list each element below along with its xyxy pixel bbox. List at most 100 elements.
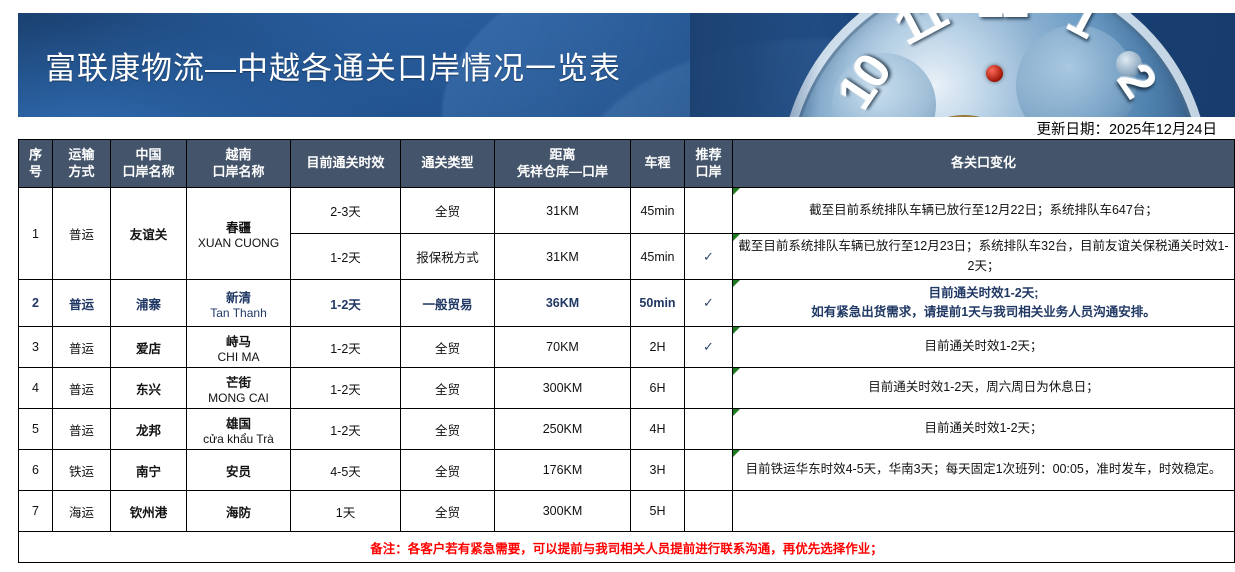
cell-lead-time: 1-2天 xyxy=(290,326,401,368)
notes-line: 目前通关时效1-2天； xyxy=(924,421,1043,436)
check-icon: ✓ xyxy=(703,248,714,264)
column-header-changes: 各关口变化 xyxy=(732,139,1235,188)
cell-drive-time: 6H xyxy=(630,367,685,409)
cell-seq: 5 xyxy=(18,408,53,450)
column-header-drive-time: 车程 xyxy=(630,139,685,188)
table-row: 6 铁运 南宁 安员 4-5天 全贸 176KM 3H 目前铁运华东时效4-5天，华南3天；每天… xyxy=(18,449,1235,491)
cell-cn-port: 南宁 xyxy=(110,449,187,491)
cell-transport: 海运 xyxy=(52,490,111,532)
cell-transport: 普运 xyxy=(52,408,111,450)
cell-vn-port: 雄国 cửa khẩu Trà xyxy=(186,408,291,450)
column-header-vn-port: 越南 口岸名称 xyxy=(186,139,291,188)
cell-recommend xyxy=(684,367,733,409)
cell-cn-port: 钦州港 xyxy=(110,490,187,532)
cell-distance: 300KM xyxy=(494,367,631,409)
column-header-transport-line1: 运输 xyxy=(68,147,95,163)
cell-vn-port: 安员 xyxy=(186,449,291,491)
notes-line: 目前通关时效1-2天，周六周日为休息日； xyxy=(868,380,1099,395)
cell-recommend: ✓ xyxy=(684,233,733,280)
cell-vn-port: 峙马 CHI MA xyxy=(186,326,291,368)
cell-vn-port-latin: cửa khẩu Trà xyxy=(203,431,274,446)
cell-drive-time: 2H xyxy=(630,326,685,368)
cell-clearance-type: 全贸 xyxy=(400,326,495,368)
cell-lead-time: 4-5天 xyxy=(290,449,401,491)
cell-seq: 3 xyxy=(18,326,53,368)
notes-line: 如有紧急出货需求，请提前1天与我司相关业务人员沟通安排。 xyxy=(811,305,1156,319)
cell-transport: 普运 xyxy=(52,279,111,327)
port-clearance-table: 序 号 运输 方式 中国 口岸名称 越南 口岸名称 目前通关时效 通关类型 距离… xyxy=(18,139,1235,563)
column-header-cn-port-line1: 中国 xyxy=(135,147,162,163)
column-header-distance-line1: 距离 xyxy=(549,147,576,163)
cell-recommend xyxy=(684,187,733,234)
page-title: 富联康物流—中越各通关口岸情况一览表 xyxy=(45,51,621,86)
cell-lead-time: 1-2天 xyxy=(290,233,401,280)
cell-vn-port-latin: CHI MA xyxy=(217,349,260,364)
header-banner: 12 11 10 9 1 2 富联康物流—中越各通关口岸情况一览表 xyxy=(18,13,1235,117)
column-header-clearance-type: 通关类型 xyxy=(400,139,495,188)
cell-cn-port: 爱店 xyxy=(110,326,187,368)
cell-vn-port-cn: 新清 xyxy=(225,290,251,305)
cell-drive-time: 50min xyxy=(630,279,685,327)
watch-mechanism-photo: 12 11 10 9 1 2 xyxy=(690,13,1235,117)
column-header-seq-line2: 号 xyxy=(28,163,42,179)
cell-recommend: ✓ xyxy=(684,326,733,368)
cell-vn-port: 新清 Tan Thanh xyxy=(186,279,291,327)
notes-line: 目前通关时效1-2天； xyxy=(924,339,1043,354)
cell-recommend xyxy=(684,408,733,450)
column-header-vn-port-line1: 越南 xyxy=(225,147,252,163)
cell-changes-notes: 目前铁运华东时效4-5天，华南3天；每天固定1次班列：00:05，准时发车，时效… xyxy=(732,449,1235,491)
cell-distance: 36KM xyxy=(494,279,631,327)
column-header-transport: 运输 方式 xyxy=(52,139,111,188)
cell-vn-port: 海防 xyxy=(186,490,291,532)
cell-transport: 普运 xyxy=(52,326,111,368)
column-header-distance-line2: 凭祥仓库—口岸 xyxy=(516,163,608,179)
cell-seq: 2 xyxy=(18,279,53,327)
cell-distance: 31KM xyxy=(494,233,631,280)
notes-line: 目前铁运华东时效4-5天，华南3天；每天固定1次班列：00:05，准时发车，时效… xyxy=(745,462,1222,477)
cell-lead-time: 1-2天 xyxy=(290,367,401,409)
table-row: 7 海运 钦州港 海防 1天 全贸 300KM 5H xyxy=(18,490,1235,532)
cell-seq: 7 xyxy=(18,490,53,532)
column-header-seq-line1: 序 xyxy=(28,147,42,163)
cell-recommend xyxy=(684,490,733,532)
cell-drive-time: 4H xyxy=(630,408,685,450)
column-header-lead-time: 目前通关时效 xyxy=(290,139,401,188)
cell-lead-time: 2-3天 xyxy=(290,187,401,234)
cell-cn-port: 东兴 xyxy=(110,367,187,409)
column-header-seq: 序 号 xyxy=(18,139,53,188)
cell-distance: 300KM xyxy=(494,490,631,532)
clock-photo-fade xyxy=(690,13,820,117)
cell-clearance-type: 全贸 xyxy=(400,367,495,409)
cell-vn-port-cn: 安员 xyxy=(225,464,251,479)
cell-seq: 6 xyxy=(18,449,53,491)
table-body: 1 普运 友谊关 春疆 XUAN CUONG 2-3天 全贸 31KM 45min 截至目前系统排… xyxy=(18,187,1235,563)
cell-distance: 250KM xyxy=(494,408,631,450)
cell-drive-time: 45min xyxy=(630,187,685,234)
cell-changes-notes: 目前通关时效1-2天； xyxy=(732,408,1235,450)
table-header-row: 序 号 运输 方式 中国 口岸名称 越南 口岸名称 目前通关时效 通关类型 距离… xyxy=(18,139,1235,188)
check-icon: ✓ xyxy=(703,295,714,310)
cell-transport: 普运 xyxy=(52,367,111,409)
cell-distance: 176KM xyxy=(494,449,631,491)
cell-changes-notes: 截至目前系统排队车辆已放行至12月22日；系统排队车647台； xyxy=(732,187,1235,234)
cell-seq: 1 xyxy=(18,187,53,280)
cell-clearance-type: 全贸 xyxy=(400,490,495,532)
clock-face: 12 11 10 9 1 2 xyxy=(780,13,1210,117)
table-row: 5 普运 龙邦 雄国 cửa khẩu Trà 1-2天 全贸 250KM 4H 目前通关时效1-… xyxy=(18,408,1235,450)
clock-bezel xyxy=(780,13,1210,117)
cell-vn-port-cn: 雄国 xyxy=(225,416,251,431)
column-header-cn-port: 中国 口岸名称 xyxy=(110,139,187,188)
column-header-recommend-line2: 口岸 xyxy=(695,163,722,179)
notes-line: 截至目前系统排队车辆已放行至12月22日；系统排队车647台； xyxy=(809,202,1158,217)
cell-vn-port-cn: 海防 xyxy=(225,505,251,520)
cell-cn-port: 龙邦 xyxy=(110,408,187,450)
cell-vn-port: 芒街 MONG CAI xyxy=(186,367,291,409)
cell-vn-port-latin: XUAN CUONG xyxy=(197,236,280,250)
cell-distance: 31KM xyxy=(494,187,631,234)
notes-line: 截至目前系统排队车辆已放行至12月23日；系统排队车32台，目前友谊关保税通关时… xyxy=(738,239,1229,273)
table-row: 2 普运 浦寨 新清 Tan Thanh 1-2天 一般贸易 36KM 50min ✓ 目前通关时效… xyxy=(18,279,1235,327)
cell-clearance-type: 一般贸易 xyxy=(400,279,495,327)
cell-changes-notes: 目前通关时效1-2天； xyxy=(732,326,1235,368)
cell-vn-port-latin: MONG CAI xyxy=(208,390,269,405)
column-header-vn-port-line2: 口岸名称 xyxy=(212,163,265,179)
